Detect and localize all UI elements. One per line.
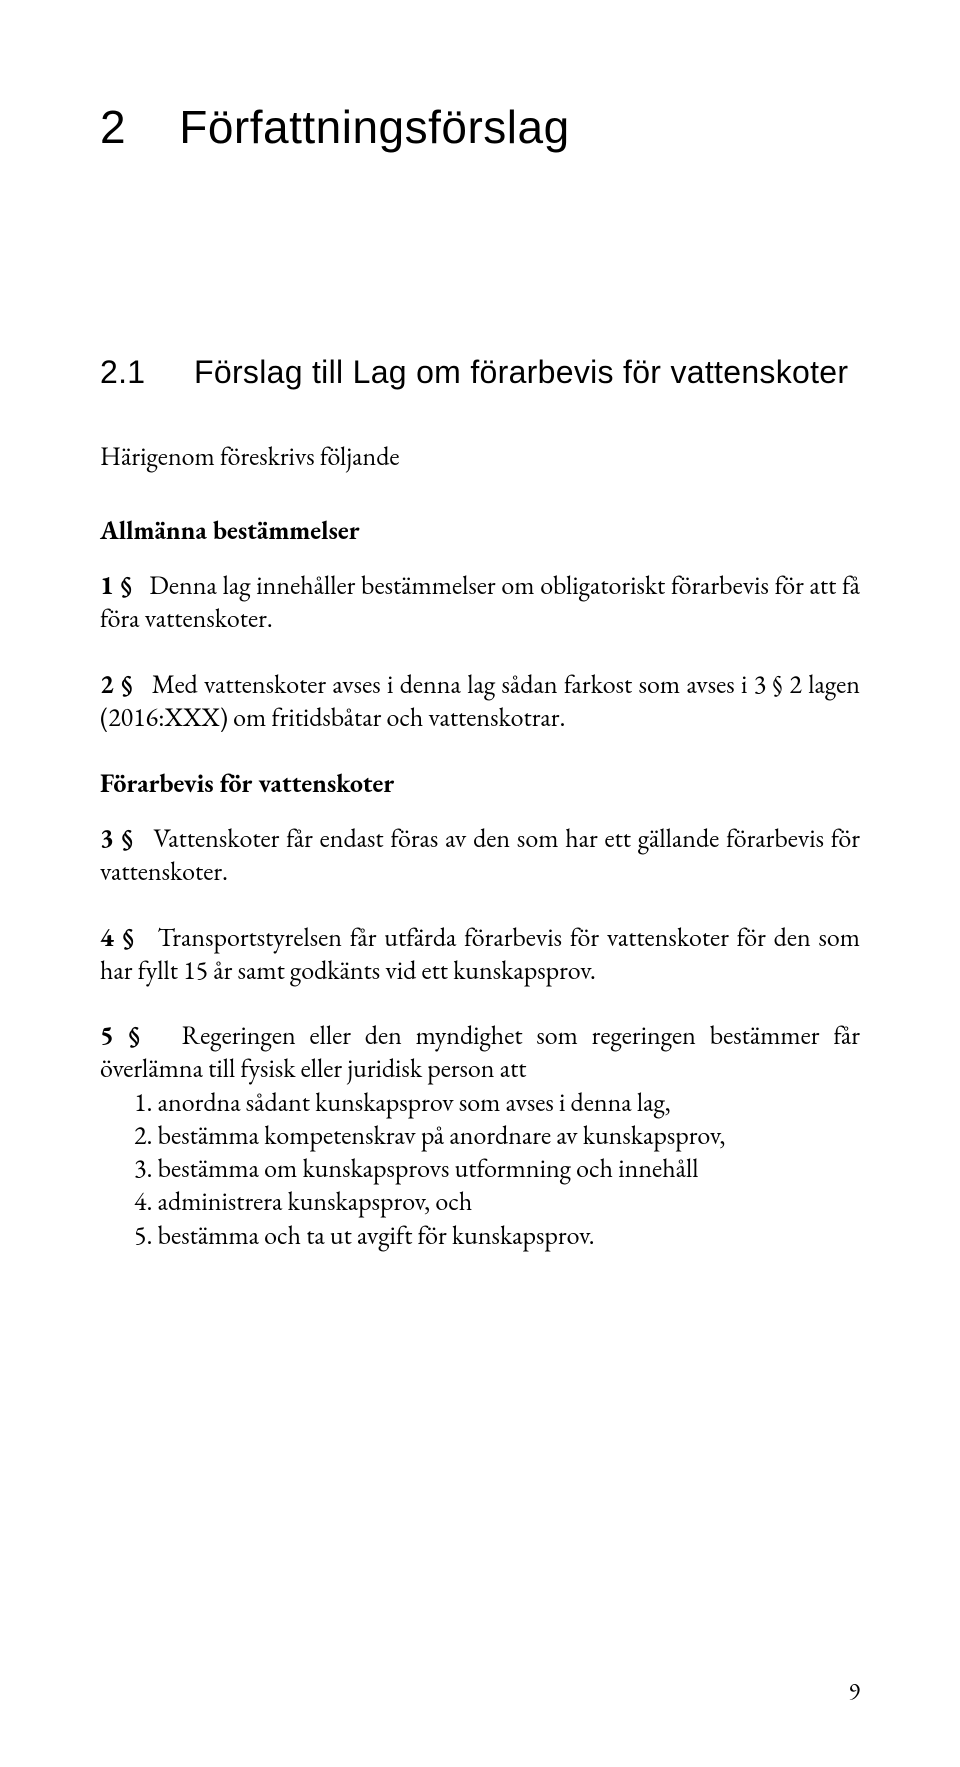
chapter-title-text: Författningsförslag	[179, 101, 569, 153]
section-title: 2.1Förslag till Lag om förarbevis för va…	[100, 354, 860, 391]
page-number: 9	[848, 1676, 860, 1707]
section-number: 2.1	[100, 354, 194, 391]
paragraph-text: Denna lag innehåller bestämmelser om obl…	[100, 568, 860, 635]
section-ref: 1 §	[100, 568, 132, 602]
paragraph-2: 2 § Med vattenskoter avses i denna lag s…	[100, 668, 860, 735]
section-ref: 5 §	[100, 1018, 140, 1052]
paragraph-4: 4 § Transportstyrelsen får utfärda förar…	[100, 921, 860, 988]
paragraph-text: Transportstyrelsen får utfärda förarbevi…	[100, 920, 860, 987]
subheading-general: Allmänna bestämmelser	[100, 513, 860, 547]
paragraph-text: Vattenskoter får endast föras av den som…	[100, 821, 860, 888]
subheading-license: Förarbevis för vattenskoter	[100, 766, 860, 800]
chapter-title: 2 Författningsförslag	[100, 100, 860, 154]
list-item-1: 1. anordna sådant kunskapsprov som avses…	[100, 1086, 860, 1119]
paragraph-3: 3 § Vattenskoter får endast föras av den…	[100, 822, 860, 889]
section-title-text: Förslag till Lag om förarbevis för vatte…	[194, 354, 848, 390]
list-item-5: 5. bestämma och ta ut avgift för kunskap…	[100, 1219, 860, 1252]
paragraph-1: 1 § Denna lag innehåller bestämmelser om…	[100, 569, 860, 636]
paragraph-text: Regeringen eller den myndighet som reger…	[100, 1018, 860, 1085]
paragraph-text: Med vattenskoter avses i denna lag sådan…	[100, 667, 860, 734]
list-item-3: 3. bestämma om kunskapsprovs utformning …	[100, 1152, 860, 1185]
intro-text: Härigenom föreskrivs följande	[100, 439, 860, 473]
chapter-number: 2	[100, 101, 126, 153]
paragraph-5: 5 § Regeringen eller den myndighet som r…	[100, 1019, 860, 1086]
section-ref: 4 §	[100, 920, 134, 954]
section-ref: 3 §	[100, 821, 133, 855]
list-item-2: 2. bestämma kompetenskrav på anordnare a…	[100, 1119, 860, 1152]
list-item-4: 4. administrera kunskapsprov, och	[100, 1185, 860, 1218]
section-ref: 2 §	[100, 667, 133, 701]
